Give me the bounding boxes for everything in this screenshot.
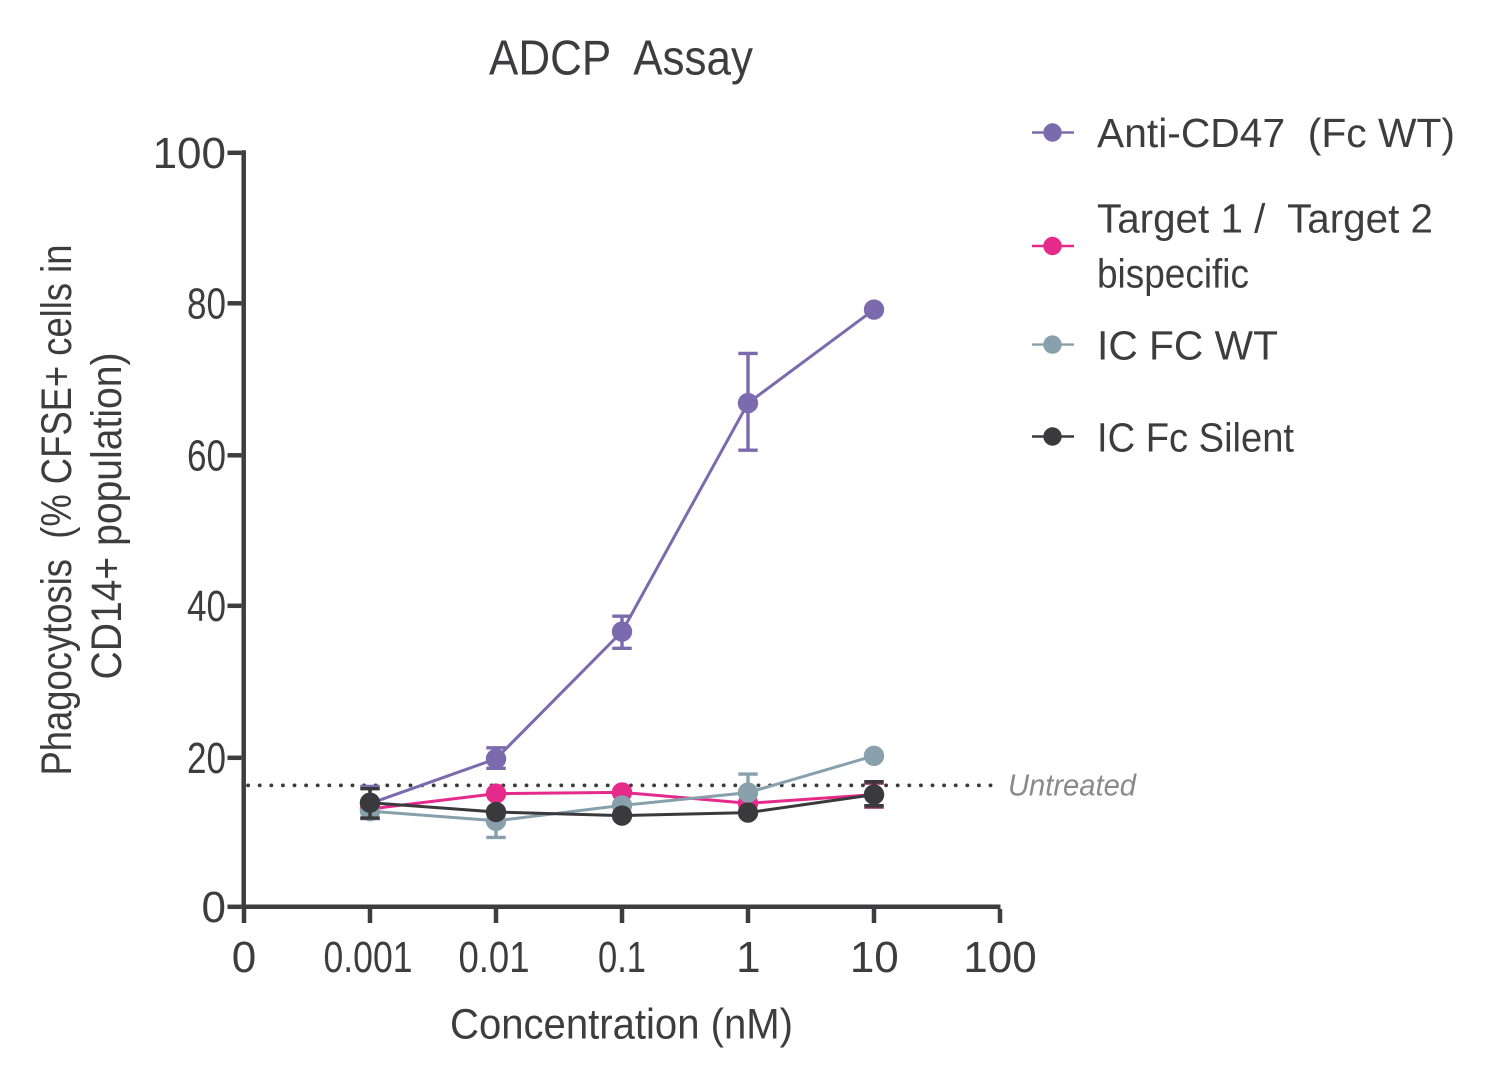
svg-text:0.001: 0.001 — [324, 933, 413, 982]
svg-text:40: 40 — [187, 582, 226, 631]
svg-text:IC Fc Silent: IC Fc Silent — [1097, 415, 1295, 461]
svg-text:bispecific: bispecific — [1097, 251, 1249, 297]
svg-text:IC FC WT: IC FC WT — [1097, 322, 1278, 368]
svg-text:CD14+ population): CD14+ population) — [83, 353, 131, 680]
svg-text:0.01: 0.01 — [459, 933, 530, 982]
svg-text:100: 100 — [963, 933, 1036, 982]
svg-text:10: 10 — [850, 933, 899, 982]
svg-text:0.1: 0.1 — [598, 933, 646, 982]
svg-text:100: 100 — [153, 129, 226, 178]
svg-text:0: 0 — [232, 933, 256, 982]
svg-text:20: 20 — [187, 734, 226, 783]
svg-text:80: 80 — [187, 280, 226, 329]
svg-text:60: 60 — [187, 432, 226, 481]
svg-text:Anti-CD47 (Fc WT): Anti-CD47 (Fc WT) — [1097, 110, 1455, 156]
svg-text:Target 1 / Target 2: Target 1 / Target 2 — [1097, 196, 1433, 242]
svg-text:1: 1 — [736, 933, 760, 982]
svg-text:Untreated: Untreated — [1008, 768, 1138, 803]
svg-text:Phagocytosis (% CFSE+ cells i: Phagocytosis (% CFSE+ cells in — [33, 245, 81, 776]
svg-text:0: 0 — [202, 883, 226, 932]
svg-text:Concentration (nM): Concentration (nM) — [450, 1001, 793, 1049]
svg-text:ADCP Assay: ADCP Assay — [489, 32, 753, 86]
